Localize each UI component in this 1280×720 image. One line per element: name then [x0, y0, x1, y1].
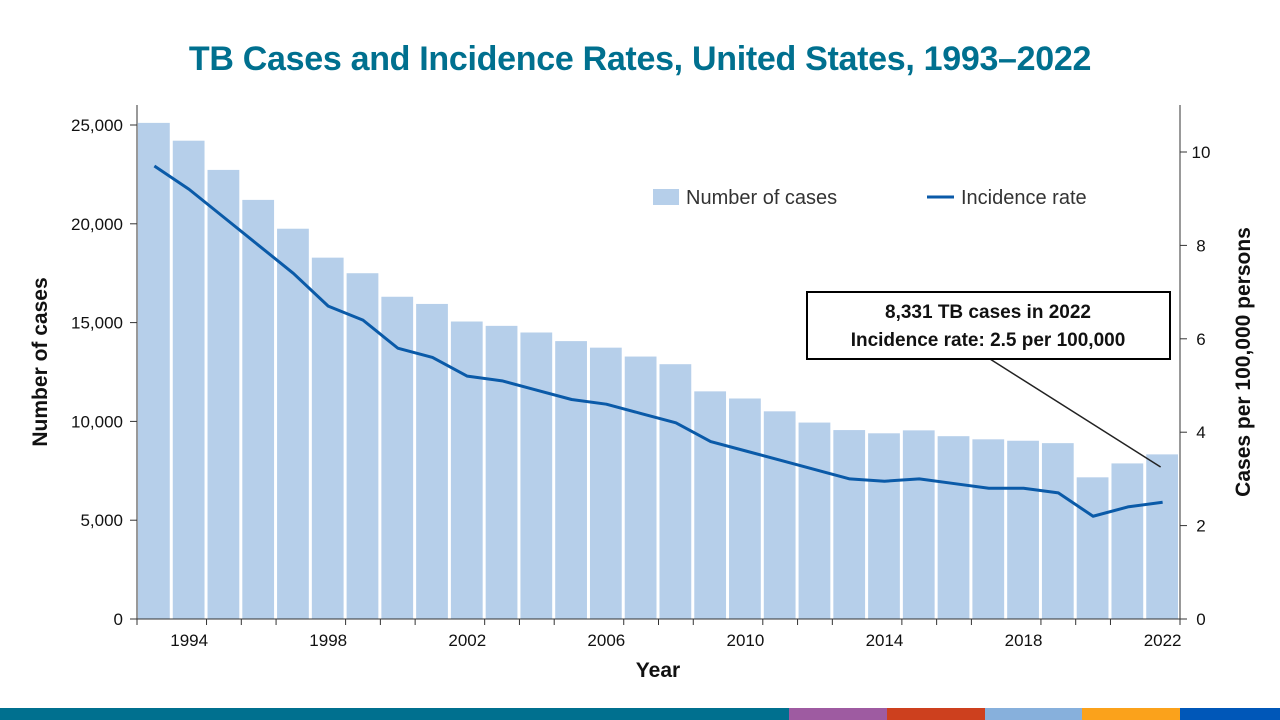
x-tick-label: 2018 [1005, 631, 1043, 650]
stripe-segment [789, 708, 887, 720]
y-tick-label: 0 [114, 610, 123, 629]
legend-swatch-cases [653, 189, 679, 205]
bar-2018 [1007, 440, 1039, 619]
x-tick-label: 2002 [448, 631, 486, 650]
legend-label-rate: Incidence rate [961, 187, 1087, 209]
bar-1999 [346, 273, 379, 619]
annotation-text: 8,331 TB cases in 2022 [885, 302, 1091, 323]
y-tick-label: 25,000 [71, 116, 123, 135]
bar-2016 [937, 436, 970, 619]
x-tick-label: 2006 [587, 631, 625, 650]
bar-2021 [1111, 463, 1144, 619]
x-tick-label: 1998 [309, 631, 347, 650]
stripe-segment [1180, 708, 1280, 720]
x-tick-label: 2010 [727, 631, 765, 650]
y2-tick-label: 0 [1196, 610, 1205, 629]
bar-2013 [833, 430, 866, 619]
y2-tick-label: 4 [1196, 423, 1205, 442]
y-axis-label: Number of cases [29, 277, 52, 446]
bar-2002 [450, 321, 483, 619]
bar-2003 [485, 325, 518, 619]
y-tick-label: 5,000 [80, 511, 123, 530]
bar-2008 [659, 364, 692, 619]
bar-1998 [311, 257, 344, 619]
annotation-box [806, 291, 1171, 360]
chart-title: TB Cases and Incidence Rates, United Sta… [188, 40, 1092, 78]
x-tick-label: 2022 [1144, 631, 1182, 650]
bar-2022 [1146, 454, 1178, 619]
bar-2000 [381, 296, 414, 619]
annotation-leader-line [989, 358, 1162, 468]
bar-2019 [1041, 443, 1074, 619]
footer-color-stripe [0, 708, 1280, 720]
legend-label-cases: Number of cases [686, 187, 837, 209]
stripe-segment [1082, 708, 1180, 720]
bar-2001 [416, 303, 448, 619]
bar-2011 [763, 411, 796, 619]
y2-tick-label: 8 [1196, 236, 1205, 255]
y-tick-label: 15,000 [71, 314, 123, 333]
bar-2004 [520, 332, 553, 619]
bar-2015 [902, 430, 935, 619]
y2-axis-label: Cases per 100,000 persons [1232, 227, 1255, 497]
bar-1993 [138, 122, 170, 619]
bar-1994 [172, 140, 205, 619]
y2-tick-label: 10 [1192, 143, 1211, 162]
annotation-text: Incidence rate: 2.5 per 100,000 [851, 330, 1126, 351]
bar-1997 [277, 228, 309, 619]
x-tick-label: 1994 [170, 631, 208, 650]
y2-tick-label: 6 [1196, 330, 1205, 349]
y2-tick-label: 2 [1196, 517, 1205, 536]
y-tick-label: 20,000 [71, 215, 123, 234]
bar-2012 [798, 422, 831, 619]
incidence-rate-line [153, 164, 1163, 518]
stripe-segment [0, 708, 789, 720]
bar-2020 [1076, 477, 1109, 619]
bar-1995 [207, 169, 240, 619]
bar-2009 [694, 391, 727, 619]
bar-2017 [972, 439, 1005, 619]
y-tick-label: 10,000 [71, 412, 123, 431]
x-tick-label: 2014 [866, 631, 904, 650]
bar-2006 [589, 347, 622, 619]
bar-2010 [729, 398, 761, 619]
bar-2007 [624, 356, 657, 619]
stripe-segment [985, 708, 1082, 720]
x-axis-label: Year [636, 659, 680, 682]
bar-2005 [555, 341, 587, 619]
bar-2014 [868, 433, 900, 619]
stripe-segment [887, 708, 985, 720]
bar-1996 [242, 199, 275, 620]
